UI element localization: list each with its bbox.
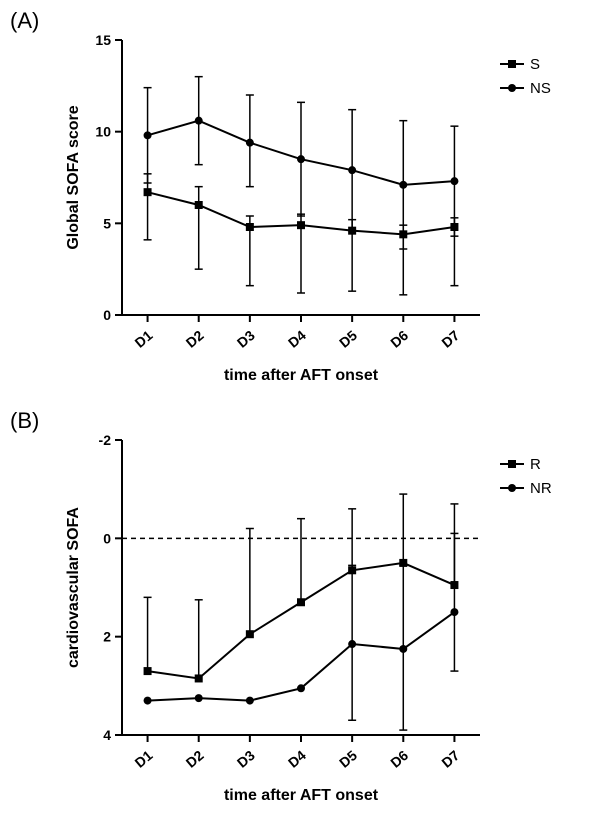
svg-text:time after AFT onset: time after AFT onset [224,367,379,384]
legend-line-icon [500,487,524,489]
svg-text:D6: D6 [387,327,411,351]
svg-text:D3: D3 [234,747,258,771]
svg-text:D2: D2 [183,747,207,771]
circle-marker-icon [508,484,516,492]
svg-text:time after AFT onset: time after AFT onset [224,787,379,804]
svg-text:D4: D4 [285,747,309,771]
panel-a-label: (A) [10,8,39,34]
panel-b-label: (B) [10,408,39,434]
legend-label: R [530,456,541,473]
svg-text:15: 15 [95,32,111,48]
svg-text:5: 5 [103,215,111,231]
legend-label: NR [530,480,552,497]
svg-text:D2: D2 [183,327,207,351]
svg-text:D5: D5 [336,747,360,771]
svg-text:2: 2 [103,629,111,645]
panel-b-legend: R NR [500,455,552,503]
chart-a-svg: 0 5 10 15 D1 D2 D3 D4 D5 D6 D7 time after AFT onset… [60,20,490,390]
svg-text:D1: D1 [131,747,155,771]
svg-text:D6: D6 [387,747,411,771]
legend-row: NR [500,479,552,497]
svg-text:10: 10 [95,124,111,140]
svg-text:cardiovascular SOFA: cardiovascular SOFA [65,507,82,668]
svg-text:D4: D4 [285,327,309,351]
svg-text:D7: D7 [438,327,462,351]
svg-text:-2: -2 [99,432,112,448]
square-marker-icon [508,60,516,68]
legend-row: NS [500,79,551,97]
svg-text:D1: D1 [131,327,155,351]
svg-text:D5: D5 [336,327,360,351]
svg-text:4: 4 [103,727,111,743]
page: (A) 0 5 10 15 D1 D2 D3 D4 D5 D6 D7 time after AFT o… [0,0,600,824]
legend-line-icon [500,63,524,65]
panel-a-chart: 0 5 10 15 D1 D2 D3 D4 D5 D6 D7 time after AFT onset… [60,20,490,390]
legend-row: R [500,455,552,473]
panel-b-chart: -2 0 2 4 D1 D2 D3 D4 D5 D6 D7 time after AFT onset c… [60,420,490,810]
panel-a-legend: S NS [500,55,551,103]
svg-text:Global SOFA score: Global SOFA score [65,105,82,249]
legend-line-icon [500,87,524,89]
svg-text:0: 0 [103,307,111,323]
square-marker-icon [508,460,516,468]
legend-label: NS [530,80,551,97]
svg-text:D7: D7 [438,747,462,771]
svg-text:D3: D3 [234,327,258,351]
legend-line-icon [500,463,524,465]
chart-b-svg: -2 0 2 4 D1 D2 D3 D4 D5 D6 D7 time after AFT onset c… [60,420,490,810]
legend-label: S [530,56,540,73]
circle-marker-icon [508,84,516,92]
legend-row: S [500,55,551,73]
svg-text:0: 0 [103,530,111,546]
